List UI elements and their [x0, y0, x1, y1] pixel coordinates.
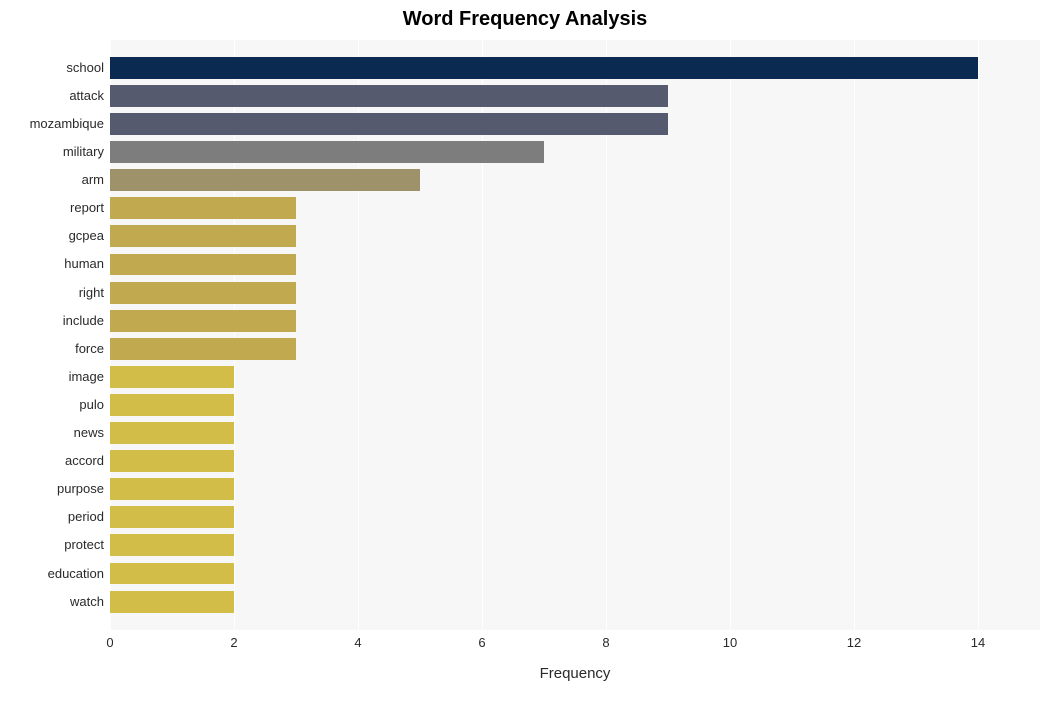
bar	[110, 534, 234, 556]
y-tick-label: school	[4, 57, 104, 79]
x-tick-label: 10	[723, 635, 737, 650]
y-tick-label: human	[4, 253, 104, 275]
grid-line	[854, 40, 855, 630]
bar	[110, 169, 420, 191]
y-tick-label: pulo	[4, 394, 104, 416]
y-tick-label: image	[4, 366, 104, 388]
bar	[110, 197, 296, 219]
bar	[110, 85, 668, 107]
x-tick-label: 12	[847, 635, 861, 650]
y-tick-label: force	[4, 338, 104, 360]
y-tick-label: period	[4, 506, 104, 528]
y-tick-label: gcpea	[4, 225, 104, 247]
bar	[110, 310, 296, 332]
x-tick-label: 0	[106, 635, 113, 650]
bar	[110, 591, 234, 613]
grid-line	[978, 40, 979, 630]
y-tick-label: arm	[4, 169, 104, 191]
bar	[110, 254, 296, 276]
bar	[110, 450, 234, 472]
y-tick-label: news	[4, 422, 104, 444]
bar	[110, 563, 234, 585]
y-tick-label: watch	[4, 591, 104, 613]
y-tick-label: attack	[4, 85, 104, 107]
y-tick-label: protect	[4, 534, 104, 556]
y-tick-label: purpose	[4, 478, 104, 500]
x-tick-label: 14	[971, 635, 985, 650]
x-tick-label: 8	[602, 635, 609, 650]
bar	[110, 338, 296, 360]
y-tick-label: military	[4, 141, 104, 163]
bar	[110, 282, 296, 304]
y-tick-label: accord	[4, 450, 104, 472]
y-tick-label: mozambique	[4, 113, 104, 135]
bar	[110, 57, 978, 79]
bar	[110, 141, 544, 163]
bar	[110, 225, 296, 247]
y-tick-label: include	[4, 310, 104, 332]
y-tick-label: right	[4, 282, 104, 304]
x-tick-label: 2	[230, 635, 237, 650]
chart-title: Word Frequency Analysis	[0, 8, 1050, 31]
y-tick-label: report	[4, 197, 104, 219]
bar	[110, 394, 234, 416]
x-tick-label: 6	[478, 635, 485, 650]
x-tick-label: 4	[354, 635, 361, 650]
grid-line	[730, 40, 731, 630]
bar	[110, 478, 234, 500]
bar	[110, 422, 234, 444]
x-axis-label: Frequency	[110, 665, 1040, 682]
plot-area	[110, 40, 1040, 630]
chart-container: Word Frequency Analysis Frequency school…	[0, 0, 1050, 701]
bar	[110, 506, 234, 528]
y-tick-label: education	[4, 563, 104, 585]
bar	[110, 366, 234, 388]
bar	[110, 113, 668, 135]
